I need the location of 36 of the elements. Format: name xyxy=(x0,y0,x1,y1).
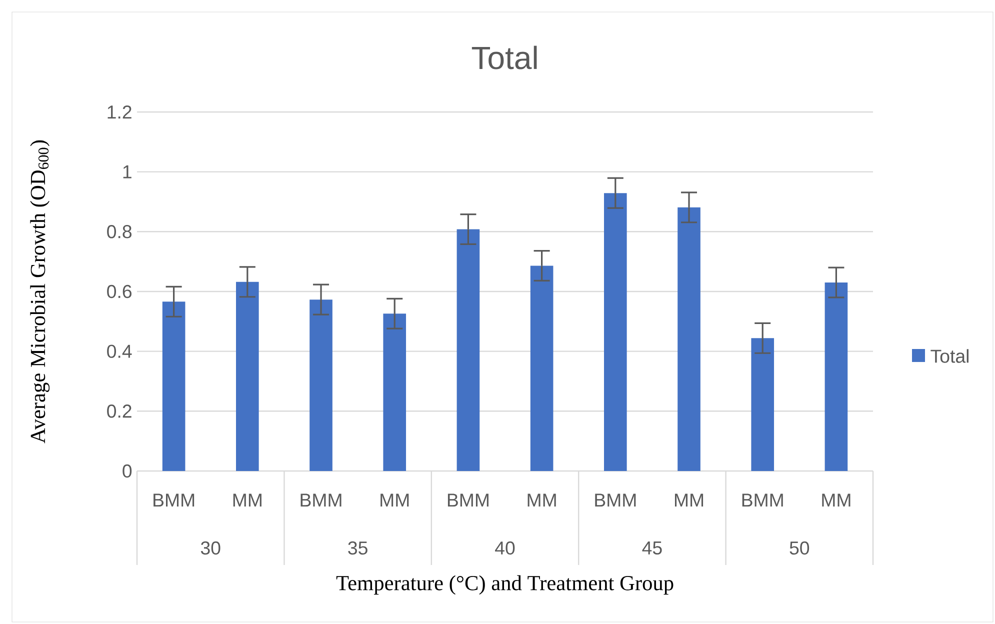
bar xyxy=(383,314,406,471)
y-axis-title: Average Microbial Growth (OD$_{600}$) xyxy=(30,140,50,444)
y-tick-label: 1 xyxy=(123,165,132,178)
text: 45 xyxy=(642,541,662,555)
x-tick-label: BMM xyxy=(300,494,342,507)
bar xyxy=(162,302,186,471)
text: 50 xyxy=(790,541,810,555)
y-tick-label: 0.6 xyxy=(107,284,132,298)
x-tick-label: BMM xyxy=(448,494,488,507)
y-tick-label: 0.8 xyxy=(107,225,132,238)
text: 30 xyxy=(200,541,220,555)
x-tick-label: MM xyxy=(674,494,704,507)
text: 40 xyxy=(495,541,515,555)
bar xyxy=(751,338,774,471)
x-tick-label: MM xyxy=(528,494,556,507)
x-axis-title: Temperature (°C) and Treatment Group xyxy=(336,575,674,595)
x-tick-label: MM xyxy=(380,494,409,507)
bar xyxy=(604,193,627,471)
bar xyxy=(530,266,554,471)
x-tick-label: MM xyxy=(233,494,262,507)
bar xyxy=(824,282,848,471)
bar xyxy=(236,282,259,471)
text: 35 xyxy=(348,541,368,555)
bar xyxy=(678,207,700,471)
bar xyxy=(310,300,332,471)
y-tick-label: 0.2 xyxy=(107,404,132,418)
legend-label: Total xyxy=(930,349,968,363)
chart-title: Total xyxy=(472,46,537,70)
y-tick-label: 0 xyxy=(122,464,132,478)
x-tick-label: BMM xyxy=(742,494,783,507)
y-tick-label: 1.2 xyxy=(108,105,132,119)
x-tick-label: BMM xyxy=(595,494,636,507)
x-tick-label: BMM xyxy=(154,494,194,507)
x-tick-label: MM xyxy=(822,494,850,507)
y-tick-label: 0.4 xyxy=(107,344,132,358)
bar xyxy=(456,229,480,471)
